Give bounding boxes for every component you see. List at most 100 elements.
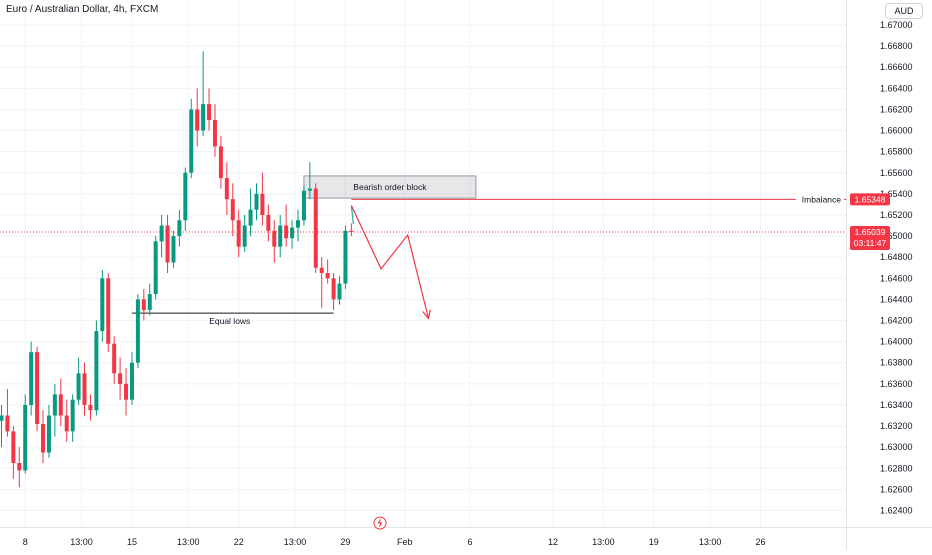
candle [284,204,289,247]
candle-body [135,299,140,363]
candle [11,426,16,479]
candle-body [307,188,312,191]
candle [319,257,324,308]
candle-body [248,209,253,226]
x-tick-label: Feb [397,537,413,547]
candle [171,230,176,268]
candle-body [5,415,10,432]
candle-body [278,225,283,247]
candle [254,183,259,221]
x-tick-label: 13:00 [177,537,200,547]
candle [165,214,170,274]
candle-body [82,373,87,405]
x-tick-label: 13:00 [70,537,93,547]
candle [290,220,295,249]
candle-body [319,267,324,274]
candle [325,259,330,284]
candle-body [41,423,46,453]
y-tick-label: 1.66600 [880,62,913,72]
candle-body [46,415,51,453]
candle [76,357,81,405]
x-tick-label: 26 [756,537,766,547]
candle-body [177,220,182,237]
candle-body [290,227,295,239]
candle [301,185,306,226]
y-tick-label: 1.65600 [880,168,913,178]
candle-body [129,362,134,400]
candle [189,98,194,179]
candle-body [189,109,194,173]
candle-body [183,172,188,221]
candle [135,294,140,369]
candle [343,225,348,289]
y-tick-label: 1.62400 [880,506,913,516]
candle-body [106,278,111,344]
candle [331,273,336,310]
y-tick-label: 1.64800 [880,252,913,262]
candle [201,51,206,136]
lightning-icon[interactable] [373,516,387,530]
candle [212,104,217,157]
x-tick-label: 13:00 [592,537,615,547]
candle-body [207,104,212,120]
candle [153,236,158,300]
candle [0,404,4,448]
y-tick-label: 1.63000 [880,442,913,452]
candle-body [29,352,34,405]
candle-body [88,404,93,411]
candle-body [124,383,129,400]
y-tick-label: 1.65400 [880,189,913,199]
candle [5,389,10,437]
y-tick-label: 1.62800 [880,463,913,473]
candle [337,276,342,305]
candle-body [76,373,81,400]
candle [278,214,283,258]
candle-body [112,343,117,374]
candle-body [260,193,265,215]
y-tick-label: 1.64400 [880,294,913,304]
y-tick-label: 1.67000 [880,20,913,30]
y-tick-label: 1.65800 [880,147,913,157]
y-tick-label: 1.64000 [880,337,913,347]
candle [41,410,46,464]
candle-body [349,230,354,232]
candle-body [201,104,206,131]
candle [82,362,87,416]
y-tick-label: 1.66000 [880,126,913,136]
candle [88,394,93,421]
candle-body [58,394,63,416]
imbalance-price-tag [850,193,890,206]
x-tick-label: 29 [340,537,350,547]
candle [94,320,99,416]
lightning-icon-bolt [377,518,383,528]
candle-body [284,225,289,239]
candle [207,88,212,131]
candle-body [94,331,99,411]
x-tick-label: 13:00 [699,537,722,547]
time-axis: 8 13:00 15 13:00 22 13:00 29 Feb 6 12 13:00 19 13:00… [23,537,766,547]
candle-body [230,199,235,221]
currency-selector[interactable]: AUD [885,3,923,19]
x-tick-label: 12 [548,537,558,547]
candles [0,51,354,488]
candle-body [23,404,28,471]
candle [242,214,247,252]
x-tick-label: 13:00 [284,537,307,547]
y-tick-label: 1.65000 [880,231,913,241]
imbalance-price-label: 1.65348 [855,194,886,204]
candle [260,172,265,226]
y-tick-label: 1.64600 [880,273,913,283]
candle [218,135,223,189]
candle [248,188,253,237]
candle [349,223,354,237]
candle-body [11,431,16,464]
y-tick-label: 1.64200 [880,316,913,326]
candle [141,288,146,321]
candle-body [337,283,342,300]
candle-body [212,119,217,147]
candle-body [141,299,146,310]
y-tick-label: 1.63200 [880,421,913,431]
candle [23,394,28,474]
